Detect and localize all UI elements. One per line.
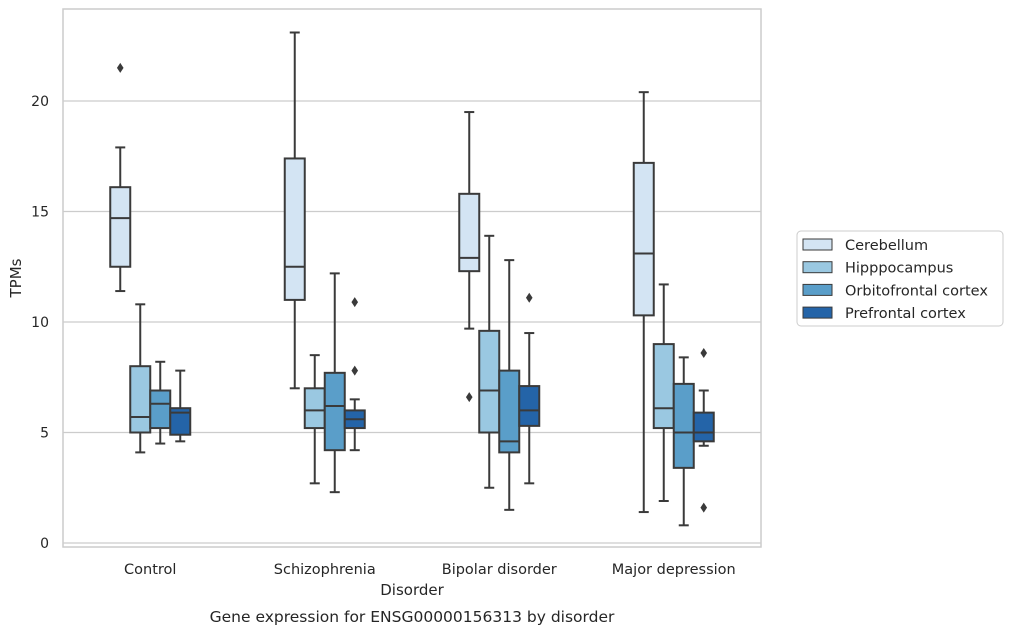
y-tick-label: 10 — [31, 315, 49, 331]
y-tick-label: 15 — [31, 205, 49, 221]
y-axis-ticks: 0 5 10 15 20 — [31, 94, 49, 552]
box-3-2 — [518, 292, 541, 485]
box-iqr — [652, 343, 675, 430]
box-iqr — [498, 369, 521, 454]
box-plot-area — [109, 31, 715, 527]
box-0-1 — [283, 31, 306, 390]
box-iqr — [129, 365, 152, 434]
y-tick-label: 5 — [40, 426, 49, 442]
box-iqr — [518, 385, 541, 427]
outlier-marker — [465, 392, 473, 403]
legend-swatch — [802, 238, 833, 251]
box-3-0 — [169, 369, 192, 443]
box-iqr — [283, 157, 306, 301]
gridlines — [63, 100, 761, 544]
x-axis-ticks: Control Schizophrenia Bipolar disorder Majo… — [124, 562, 736, 578]
box-iqr — [632, 161, 655, 317]
outlier-marker — [525, 292, 533, 303]
box-1-1 — [303, 354, 326, 485]
legend-label: Cerebellum — [845, 238, 928, 254]
outlier-marker — [351, 365, 359, 376]
box-2-3 — [672, 356, 695, 527]
box-3-3 — [692, 347, 715, 513]
legend-swatch — [802, 261, 833, 274]
outlier-marker — [351, 297, 359, 308]
box-2-1 — [323, 272, 346, 494]
x-tick-label: Schizophrenia — [274, 562, 376, 578]
legend-label: Prefrontal cortex — [845, 306, 966, 322]
box-3-1 — [343, 297, 366, 452]
box-0-3 — [632, 91, 655, 514]
legend-label: Orbitofrontal cortex — [845, 283, 988, 299]
box-2-2 — [498, 259, 521, 511]
outlier-marker — [700, 502, 708, 513]
x-tick-label: Control — [124, 562, 176, 578]
box-iqr — [692, 411, 715, 443]
box-1-0 — [129, 303, 152, 454]
box-iqr — [458, 192, 481, 273]
legend: Cerebellum Hipppocampus Orbitofrontal cort… — [796, 230, 1004, 327]
box-iqr — [149, 389, 172, 430]
legend-swatch — [802, 306, 833, 319]
x-tick-label: Bipolar disorder — [442, 562, 557, 578]
box-2-0 — [149, 360, 172, 445]
outlier-marker — [700, 347, 708, 358]
y-axis-label: TPMs — [7, 258, 25, 298]
plot-frame — [62, 8, 762, 548]
x-axis-label: Disorder — [380, 581, 444, 599]
legend-label: Hipppocampus — [845, 261, 953, 277]
box-iqr — [169, 407, 192, 436]
x-tick-label: Major depression — [612, 562, 736, 578]
box-iqr — [303, 387, 326, 430]
legend-frame — [796, 230, 1004, 327]
y-tick-label: 0 — [40, 536, 49, 552]
legend-swatch — [802, 283, 833, 296]
box-iqr — [323, 371, 346, 452]
y-tick-label: 20 — [31, 94, 49, 110]
box-0-2 — [458, 111, 481, 403]
box-iqr — [478, 329, 501, 434]
box-1-2 — [478, 234, 501, 489]
box-0-0 — [109, 62, 132, 293]
box-iqr — [109, 186, 132, 268]
outlier-marker — [116, 62, 124, 73]
box-1-3 — [652, 283, 675, 503]
chart-title: Gene expression for ENSG00000156313 by d… — [210, 608, 615, 626]
box-iqr — [672, 382, 695, 469]
